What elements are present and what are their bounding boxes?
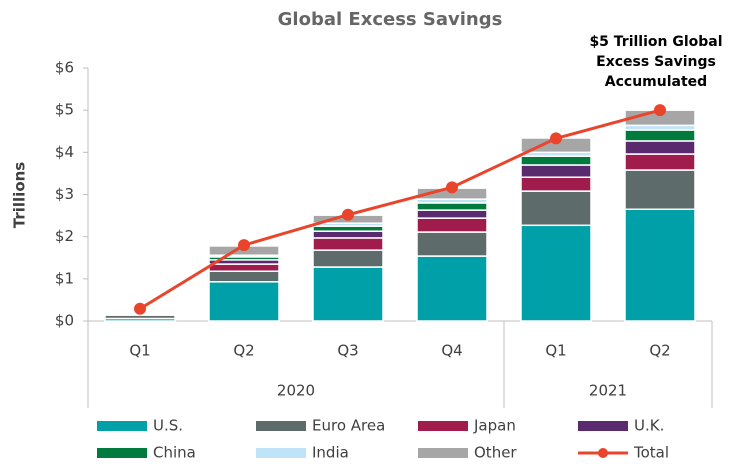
legend-swatch: [97, 448, 147, 458]
bar-segment: [416, 255, 488, 322]
total-point: [550, 132, 562, 145]
total-point: [134, 302, 146, 315]
x-group-label: 2020: [277, 382, 315, 400]
bar-segment: [416, 202, 488, 211]
bar-segment: [520, 164, 592, 178]
x-tick-label: Q1: [129, 342, 150, 360]
legend-swatch: [256, 421, 306, 431]
annotation: $5 Trillion Global: [589, 34, 722, 50]
y-tick-label: $6: [55, 59, 74, 77]
legend-label: Other: [474, 444, 517, 462]
y-tick-label: $2: [55, 227, 74, 245]
legend-label: U.K.: [634, 417, 664, 435]
legend-swatch: [418, 421, 468, 431]
y-tick-label: $3: [55, 185, 74, 203]
annotation: Accumulated: [605, 74, 707, 90]
x-tick-label: Q3: [337, 342, 358, 360]
total-point: [342, 208, 354, 221]
bar-segment: [520, 176, 592, 192]
annotation: Excess Savings: [596, 54, 716, 70]
legend-label: U.S.: [153, 417, 183, 435]
x-tick-label: Q1: [545, 342, 566, 360]
bar-segment: [624, 169, 696, 211]
bar-segment: [312, 237, 384, 251]
legend-label: Euro Area: [312, 417, 385, 435]
bar-segment: [416, 231, 488, 257]
total-point: [654, 104, 666, 117]
y-tick-label: $1: [55, 269, 74, 287]
bar-segment: [520, 155, 592, 166]
total-line: [139, 108, 661, 311]
y-tick-label: $4: [55, 143, 74, 161]
bar-segment: [312, 249, 384, 268]
bar-segment: [208, 281, 280, 322]
x-group-label: 2021: [589, 382, 627, 400]
bar-segment: [416, 209, 488, 219]
legend-dot: [598, 448, 608, 458]
y-axis-label: Trillions: [11, 162, 29, 229]
chart-title: Global Excess Savings: [278, 9, 503, 30]
legend-swatch: [97, 421, 147, 431]
total-point: [238, 239, 250, 252]
x-tick-label: Q2: [649, 342, 670, 360]
legend-swatch: [578, 421, 628, 431]
bar-segment: [312, 230, 384, 239]
x-tick-label: Q2: [233, 342, 254, 360]
bar-segment: [520, 224, 592, 322]
bar-segment: [624, 208, 696, 322]
legend-label: China: [153, 444, 196, 462]
bar-segment: [416, 217, 488, 233]
y-tick-label: $0: [55, 312, 74, 330]
bar-segment: [624, 153, 696, 171]
bar-segment: [208, 263, 280, 272]
bar-segment: [520, 190, 592, 227]
total-point: [446, 181, 458, 194]
legend-label: Total: [633, 444, 669, 462]
y-tick-label: $5: [55, 101, 74, 119]
bar-segment: [312, 266, 384, 322]
bar-segment: [312, 225, 384, 232]
bar-segment: [208, 270, 280, 283]
legend-label: India: [312, 444, 349, 462]
legend-label: Japan: [473, 417, 516, 435]
legend-swatch: [256, 448, 306, 458]
legend-swatch: [418, 448, 468, 458]
bar-segment: [624, 140, 696, 155]
x-tick-label: Q4: [441, 342, 462, 360]
bar-segment: [624, 129, 696, 142]
